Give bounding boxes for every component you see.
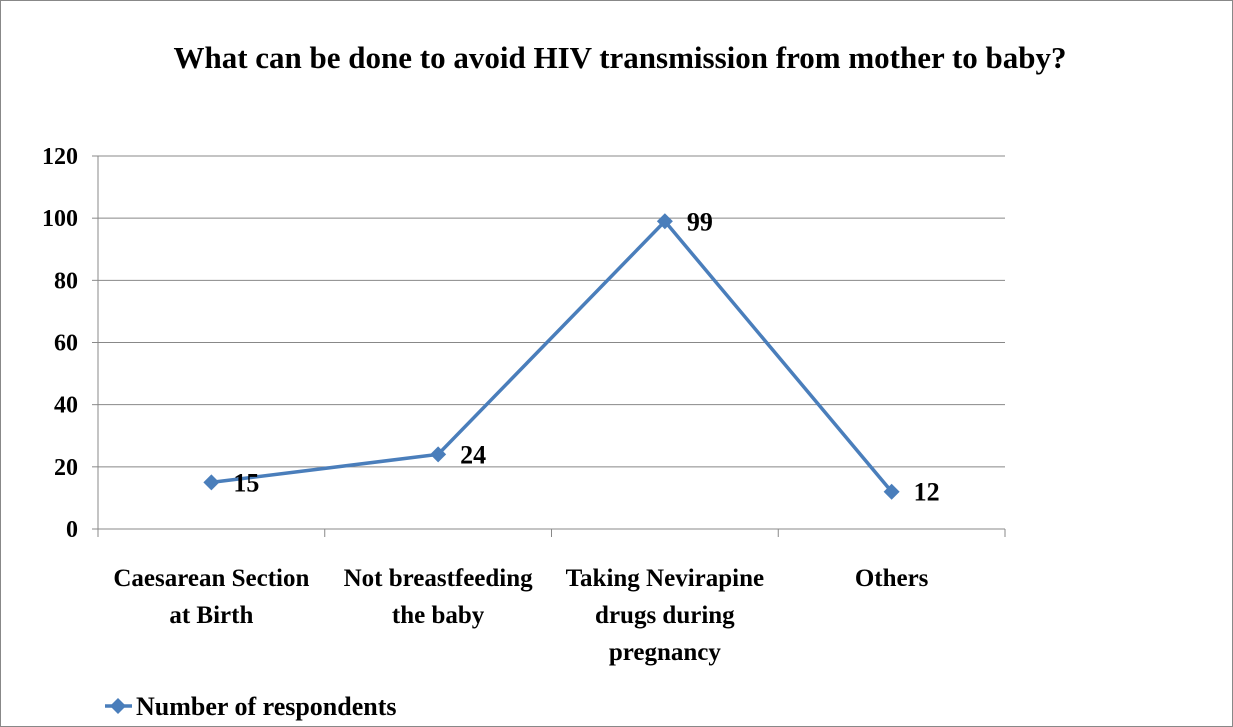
y-tick-label: 40 (54, 393, 78, 419)
x-tick-label: Taking Nevirapine drugs during pregnancy (566, 565, 764, 666)
legend-marker (110, 698, 126, 714)
data-label: 24 (460, 440, 486, 469)
marker (656, 213, 673, 230)
marker (203, 474, 220, 491)
y-tick-label: 120 (42, 144, 78, 170)
data-label: 15 (233, 468, 259, 497)
series-line (211, 218, 893, 493)
y-tick-label: 0 (66, 517, 78, 543)
x-tick-label: Others (855, 565, 929, 592)
legend-label: Number of respondents (136, 692, 397, 721)
y-tick-label: 80 (54, 268, 78, 294)
y-tick-label: 60 (54, 331, 78, 357)
marker (430, 446, 447, 463)
chart-title: What can be done to avoid HIV transmissi… (173, 40, 1066, 75)
y-tick-label: 20 (54, 455, 78, 481)
x-tick-label: Caesarean Section at Birth (113, 565, 309, 629)
data-label: 99 (687, 207, 713, 236)
x-tick-label: Not breastfeeding the baby (344, 565, 534, 629)
data-label: 12 (914, 478, 940, 507)
marker (883, 483, 900, 500)
y-tick-label: 100 (42, 206, 78, 232)
